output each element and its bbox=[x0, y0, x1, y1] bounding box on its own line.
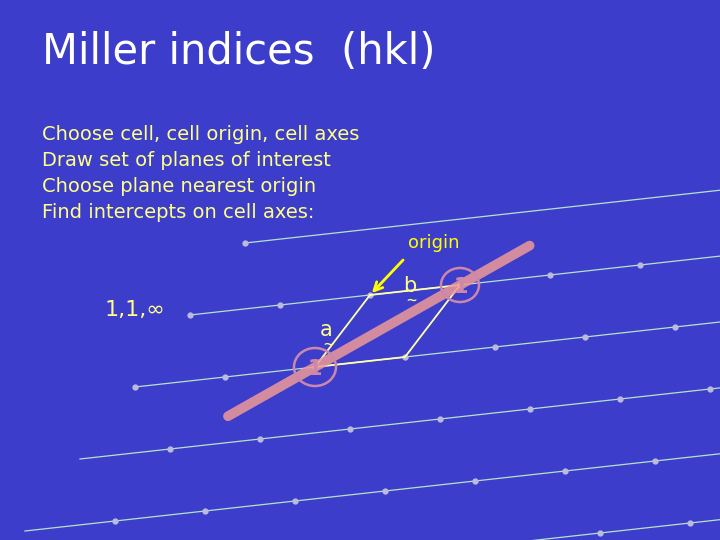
Text: Choose cell, cell origin, cell axes: Choose cell, cell origin, cell axes bbox=[42, 125, 359, 145]
Text: b: b bbox=[403, 276, 416, 296]
Text: ~: ~ bbox=[323, 336, 333, 354]
Text: 1: 1 bbox=[308, 359, 323, 379]
Text: a: a bbox=[320, 320, 333, 340]
Text: Find intercepts on cell axes:: Find intercepts on cell axes: bbox=[42, 204, 315, 222]
Text: 1: 1 bbox=[454, 277, 469, 297]
Text: origin: origin bbox=[408, 234, 459, 252]
Text: ~: ~ bbox=[406, 292, 416, 310]
Text: Choose plane nearest origin: Choose plane nearest origin bbox=[42, 178, 316, 197]
Text: Draw set of planes of interest: Draw set of planes of interest bbox=[42, 152, 331, 171]
Text: Miller indices  (hkl): Miller indices (hkl) bbox=[42, 31, 436, 73]
Text: 1,1,∞: 1,1,∞ bbox=[105, 300, 166, 320]
